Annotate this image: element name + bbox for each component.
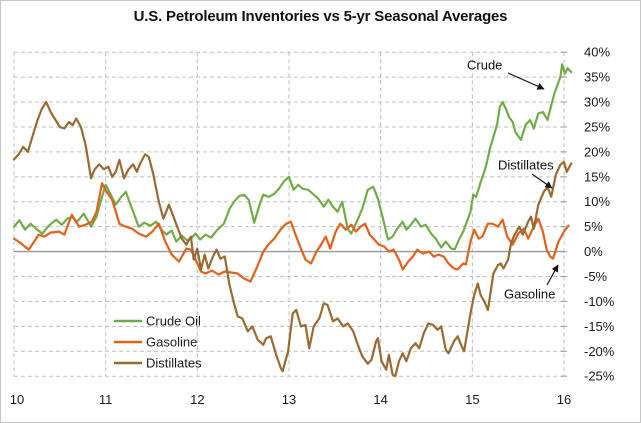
legend: Crude Oil Gasoline Distillates bbox=[114, 314, 202, 371]
y-tick-label: -15% bbox=[584, 319, 615, 334]
y-axis-labels: 40% 35% 30% 25% 20% 15% 10% 5% 0% -5% -10% -15% -20%… bbox=[584, 45, 615, 384]
y-tick-label: 10% bbox=[584, 194, 610, 209]
x-tick-label: 15 bbox=[465, 392, 479, 407]
series-line-distillates bbox=[12, 100, 573, 378]
y-tick-label: 0% bbox=[584, 244, 603, 259]
y-tick-label: -10% bbox=[584, 294, 615, 309]
annotation-label: Distillates bbox=[498, 158, 554, 173]
y-tick-label: 35% bbox=[584, 70, 610, 85]
legend-label: Gasoline bbox=[146, 335, 197, 350]
annotation-gasoline: Gasoline bbox=[504, 264, 559, 302]
legend-label: Crude Oil bbox=[146, 314, 201, 329]
chart-title: U.S. Petroleum Inventories vs 5-yr Seaso… bbox=[133, 8, 508, 25]
legend-item-gasoline: Gasoline bbox=[114, 335, 197, 350]
y-tick-label: -5% bbox=[584, 269, 608, 284]
annotation-label: Crude bbox=[467, 58, 502, 73]
legend-label: Distillates bbox=[146, 356, 202, 371]
x-tick-label: 11 bbox=[99, 392, 113, 407]
series-line-crude-oil bbox=[12, 63, 573, 251]
legend-item-crude-oil: Crude Oil bbox=[114, 314, 201, 329]
legend-item-distillates: Distillates bbox=[114, 356, 202, 371]
x-tick-label: 16 bbox=[557, 392, 571, 407]
annotation-arrow bbox=[531, 173, 553, 189]
annotation-arrow bbox=[546, 264, 559, 286]
x-tick-label: 12 bbox=[190, 392, 204, 407]
series-line-gasoline bbox=[12, 182, 570, 283]
y-tick-label: 25% bbox=[584, 119, 610, 134]
annotation-arrow bbox=[507, 72, 545, 90]
annotation-distillates: Distillates bbox=[498, 158, 554, 189]
right-axis-ticks bbox=[561, 51, 567, 377]
x-tick-label: 14 bbox=[373, 392, 387, 407]
annotation-crude: Crude bbox=[467, 58, 545, 90]
x-axis-labels: 10 11 12 13 14 15 16 bbox=[10, 392, 571, 407]
annotation-label: Gasoline bbox=[504, 287, 555, 302]
y-tick-label: -25% bbox=[584, 369, 615, 384]
x-tick-label: 10 bbox=[10, 392, 24, 407]
x-tick-label: 13 bbox=[282, 392, 296, 407]
y-tick-label: -20% bbox=[584, 344, 615, 359]
y-tick-label: 5% bbox=[584, 219, 603, 234]
y-tick-label: 40% bbox=[584, 45, 610, 60]
y-tick-label: 30% bbox=[584, 95, 610, 110]
y-tick-label: 15% bbox=[584, 169, 610, 184]
y-tick-label: 20% bbox=[584, 144, 610, 159]
